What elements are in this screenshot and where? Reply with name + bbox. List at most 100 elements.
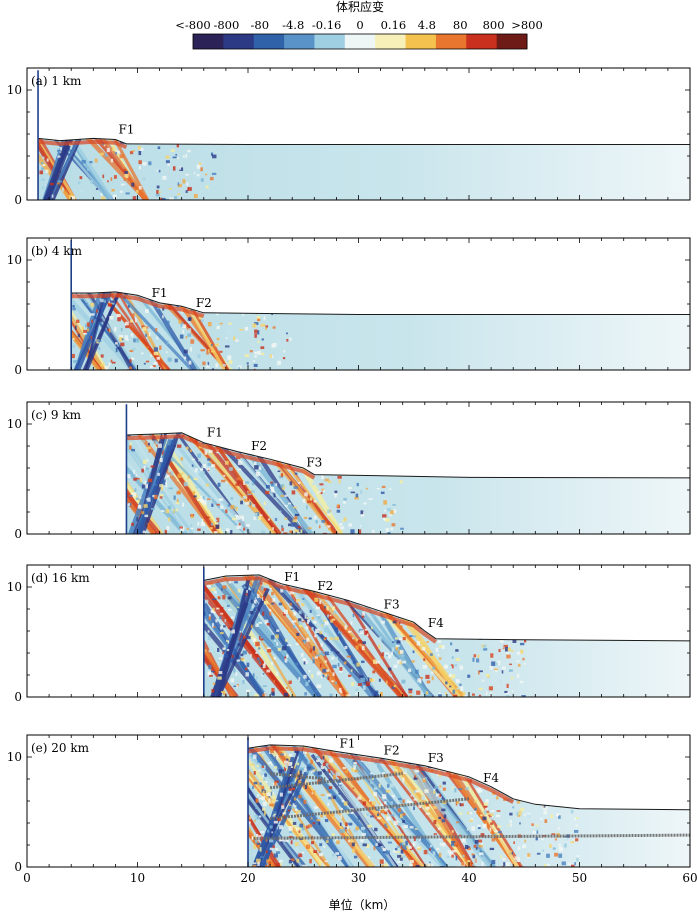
strain-speckle [269,838,274,843]
strain-speckle [100,281,102,283]
strain-speckle [254,818,258,821]
strain-speckle [102,259,104,261]
strain-speckle [273,639,277,643]
strain-speckle [135,189,139,194]
strain-speckle [343,437,348,441]
strain-speckle [399,625,403,629]
strain-speckle [202,464,207,469]
strain-speckle [214,590,217,594]
strain-speckle [227,608,232,611]
strain-speckle [456,821,459,824]
strain-speckle [365,487,369,491]
strain-speckle [166,119,170,122]
strain-speckle [160,486,164,491]
strain-speckle [290,430,292,432]
strain-speckle [282,357,286,360]
strain-speckle [357,796,362,800]
strain-speckle [509,820,512,824]
strain-speckle [236,525,241,529]
strain-speckle [575,824,579,827]
strain-speckle [306,634,309,637]
strain-speckle [454,841,457,846]
strain-speckle [284,517,288,520]
strain-speckle [494,668,498,671]
strain-speckle [176,479,179,482]
strain-band [126,432,194,534]
strain-speckle [381,652,384,657]
strain-speckle [263,692,266,695]
strain-speckle [384,811,388,815]
strain-speckle [288,804,292,807]
strain-speckle [161,197,166,200]
strain-speckle [226,648,230,652]
strain-speckle [280,494,284,497]
strain-speckle [338,593,343,598]
strain-speckle [112,291,116,294]
strain-speckle [175,291,180,294]
strain-speckle [336,812,340,815]
strain-speckle [443,814,447,819]
strain-speckle [356,421,358,423]
strain-speckle [283,276,287,280]
strain-speckle [505,601,509,603]
strain-speckle [319,651,324,655]
fault-label: F1 [339,737,355,751]
strain-speckle [141,415,145,418]
strain-speckle [262,807,266,811]
strain-speckle [207,138,212,141]
strain-speckle [187,272,191,276]
strain-speckle [185,281,187,285]
strain-speckle [132,252,134,254]
strain-speckle [252,852,256,856]
strain-speckle [435,647,439,652]
strain-speckle [494,588,497,592]
strain-speckle [325,840,329,843]
strain-speckle [576,855,580,858]
strain-speckle [273,493,276,498]
strain-speckle [459,754,462,759]
strain-speckle [353,828,358,833]
strain-speckle [511,690,514,693]
strain-speckle [425,691,429,695]
strain-speckle [235,339,239,342]
strain-speckle [251,264,254,268]
strain-speckle [186,528,189,530]
strain-speckle [304,660,308,664]
strain-speckle [214,343,219,347]
strain-speckle [245,501,250,505]
strain-speckle [438,852,442,858]
strain-speckle [482,585,485,589]
strain-speckle [320,765,325,770]
strain-speckle [101,260,103,263]
strain-speckle [473,749,475,754]
strain-speckle [255,623,259,628]
strain-speckle [478,852,484,856]
strain-speckle [133,94,136,96]
strain-speckle [158,119,161,123]
strain-speckle [325,454,330,459]
strain-speckle [323,489,325,492]
strain-speckle [460,577,464,582]
strain-speckle [46,119,48,122]
strain-speckle [300,529,303,534]
strain-speckle [551,751,554,755]
strain-speckle [305,419,309,422]
strain-speckle [471,853,475,856]
strain-speckle [327,509,331,514]
strain-speckle [125,338,129,341]
strain-speckle [527,853,531,857]
strain-speckle [562,769,565,773]
strain-speckle [275,847,279,851]
strain-speckle [409,860,414,864]
strain-speckle [297,826,302,831]
strain-speckle [172,156,177,159]
strain-speckle [516,590,521,593]
strain-speckle [302,498,306,503]
strain-speckle [200,319,204,322]
strain-speckle [378,783,381,788]
strain-speckle [405,840,408,846]
strain-speckle [458,812,463,815]
strain-speckle [103,144,106,147]
strain-speckle [532,830,537,834]
strain-speckle [375,660,380,664]
